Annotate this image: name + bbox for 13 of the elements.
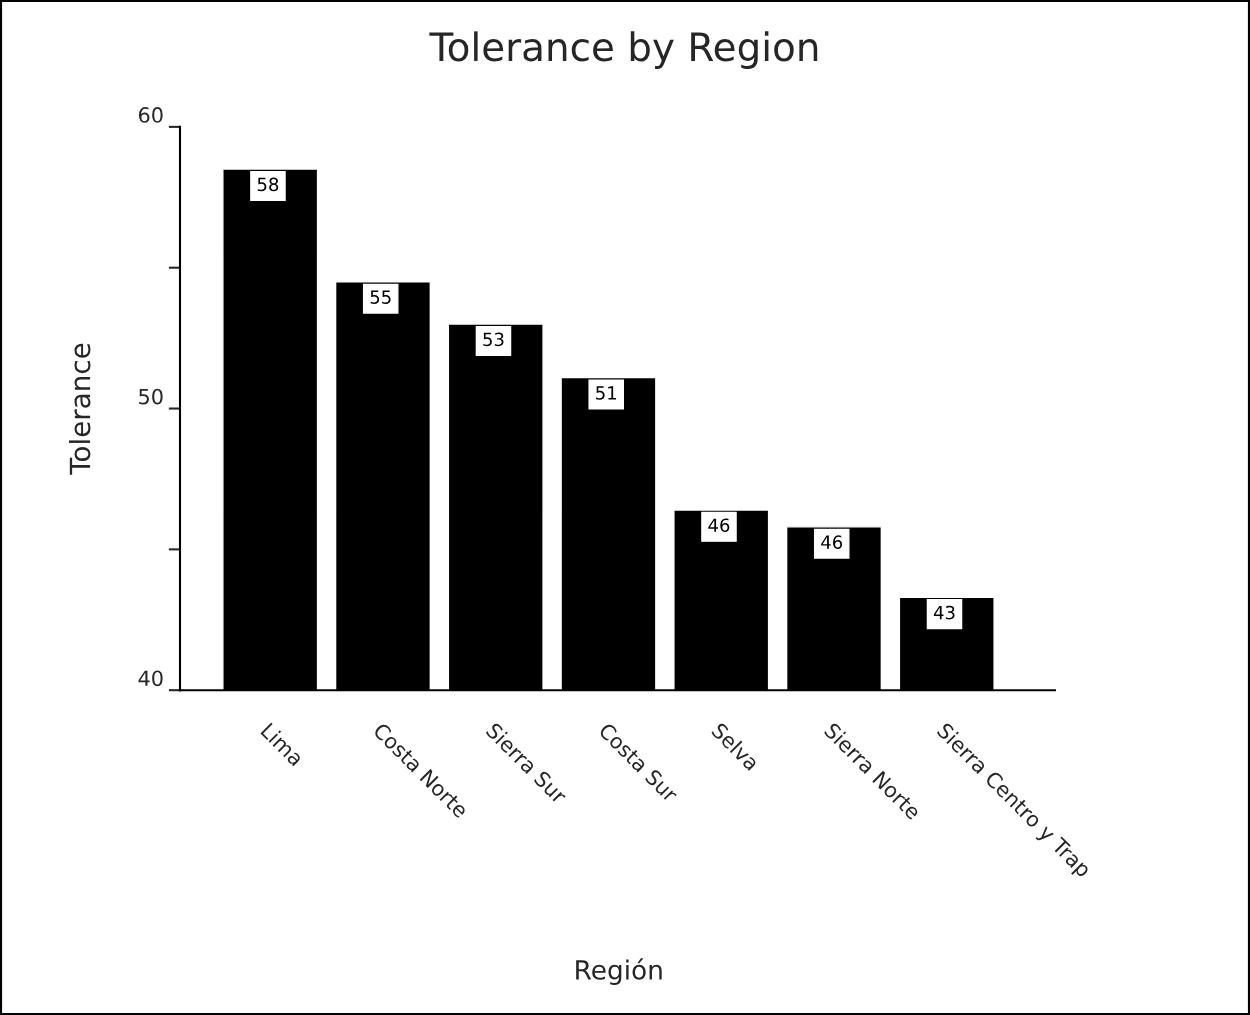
y-axis-title: Tolerance xyxy=(68,343,91,475)
data-label: 46 xyxy=(821,535,843,549)
data-label: 55 xyxy=(370,290,391,304)
chart-title: Tolerance by Region xyxy=(429,31,818,69)
data-label: 46 xyxy=(708,518,730,533)
data-label: 53 xyxy=(483,332,504,347)
data-label: 51 xyxy=(596,386,617,400)
data-label: 58 xyxy=(257,177,279,192)
y-tick-label: 60 xyxy=(138,107,163,123)
x-axis-title: Región xyxy=(576,958,662,985)
y-tick-label: 40 xyxy=(138,670,163,687)
y-tick-label: 50 xyxy=(139,388,163,405)
data-label: 43 xyxy=(933,605,955,620)
